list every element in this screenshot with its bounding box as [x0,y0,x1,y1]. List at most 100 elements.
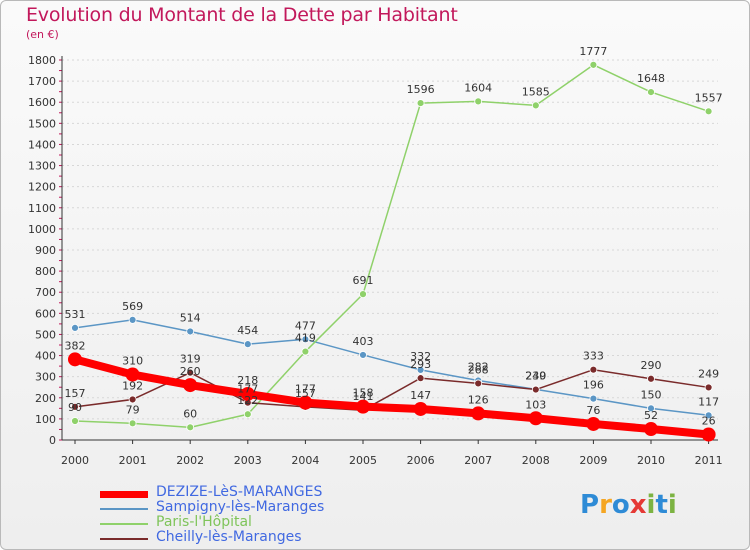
data-label: 382 [65,339,86,352]
data-point [474,379,483,388]
unit-label: (en €) [26,28,59,41]
data-point [647,404,655,413]
logo-letter: x [629,490,647,520]
data-label: 293 [410,358,431,371]
data-point [704,107,713,116]
proxiti-logo: Proxiti [580,490,677,520]
data-label: 319 [180,353,201,366]
data-label: 514 [180,311,201,324]
data-label: 240 [525,369,546,382]
data-point [356,399,370,414]
data-point [128,395,137,404]
data-point [528,411,543,426]
data-label: 177 [295,383,316,396]
legend-swatch [100,508,148,510]
data-label: 90 [68,401,82,414]
data-label: 249 [698,367,719,380]
data-point [644,422,658,437]
data-label: 260 [180,365,201,378]
data-point [589,365,598,374]
data-point [186,423,195,432]
data-point [243,340,252,349]
data-point [359,351,367,359]
data-point [471,406,486,421]
data-point [243,410,252,419]
data-point [589,394,598,403]
data-label: 157 [295,387,316,400]
data-label: 150 [641,388,662,401]
data-label: 79 [126,403,140,416]
legend-swatch [100,491,148,498]
data-label: 52 [644,409,658,422]
logo-letter: r [599,490,612,520]
logo-letter: o [611,490,630,520]
data-point [128,419,137,428]
data-label: 1604 [464,81,492,94]
data-point [416,374,425,383]
data-point [589,60,598,69]
data-point [531,101,540,110]
data-point [416,99,425,107]
series-line [74,319,710,417]
y-tick-label: 400 [35,350,56,363]
y-tick-label: 100 [35,413,56,426]
data-label: 103 [525,398,546,411]
y-tick-label: 1800 [28,54,56,67]
data-label: 333 [583,350,604,363]
legend-label: DEZIZE-LèS-MARANGES [156,484,323,500]
series-line [74,368,710,411]
y-tick-label: 1300 [28,160,56,173]
x-tick-label: 2005 [349,454,377,467]
legend-swatch [100,538,148,540]
x-tick-label: 2010 [637,454,665,467]
data-label: 196 [583,379,604,392]
data-label: 157 [65,387,86,400]
chart-title: Evolution du Montant de la Dette par Hab… [26,4,458,26]
x-tick-label: 2008 [522,454,550,467]
data-label: 76 [586,404,600,417]
data-point [701,427,716,442]
x-tick-label: 2007 [464,454,492,467]
y-tick-label: 1600 [28,96,56,109]
data-label: 454 [237,324,258,337]
legend-swatch [100,523,148,525]
data-label: 419 [295,332,316,345]
data-point [68,352,82,367]
legend-label: Paris-l'Hôpital [156,514,252,530]
legend-label: Cheilly-lès-Maranges [156,529,302,545]
data-label: 126 [468,393,489,406]
data-point [186,368,195,377]
y-tick-label: 800 [35,265,56,278]
y-tick-label: 600 [35,307,56,320]
data-point [186,327,195,336]
data-label: 531 [65,308,86,321]
data-label: 239 [525,370,546,383]
data-label: 332 [410,350,431,363]
x-tick-label: 2009 [579,454,607,467]
data-label: 1777 [579,45,607,58]
data-label: 147 [410,389,431,402]
data-point [125,367,140,382]
data-label: 177 [237,383,258,396]
data-point [359,290,367,299]
y-tick-label: 900 [35,244,56,257]
logo-letter: t [655,490,668,520]
data-label: 282 [468,360,489,373]
data-label: 1648 [637,72,665,85]
data-point [128,315,137,324]
x-tick-label: 2000 [61,454,89,467]
data-point [71,402,79,411]
x-tick-label: 2004 [291,454,319,467]
data-label: 569 [122,300,143,313]
x-tick-label: 2003 [234,454,262,467]
logo-letter: P [580,490,600,520]
x-tick-label: 2001 [119,454,147,467]
y-tick-label: 1500 [28,117,56,130]
data-point [704,383,713,392]
y-tick-label: 1400 [28,138,56,151]
legend-label: Sampigny-lès-Maranges [156,499,325,515]
data-label: 158 [353,387,374,400]
data-label: 141 [353,390,374,403]
y-tick-label: 1100 [28,202,56,215]
